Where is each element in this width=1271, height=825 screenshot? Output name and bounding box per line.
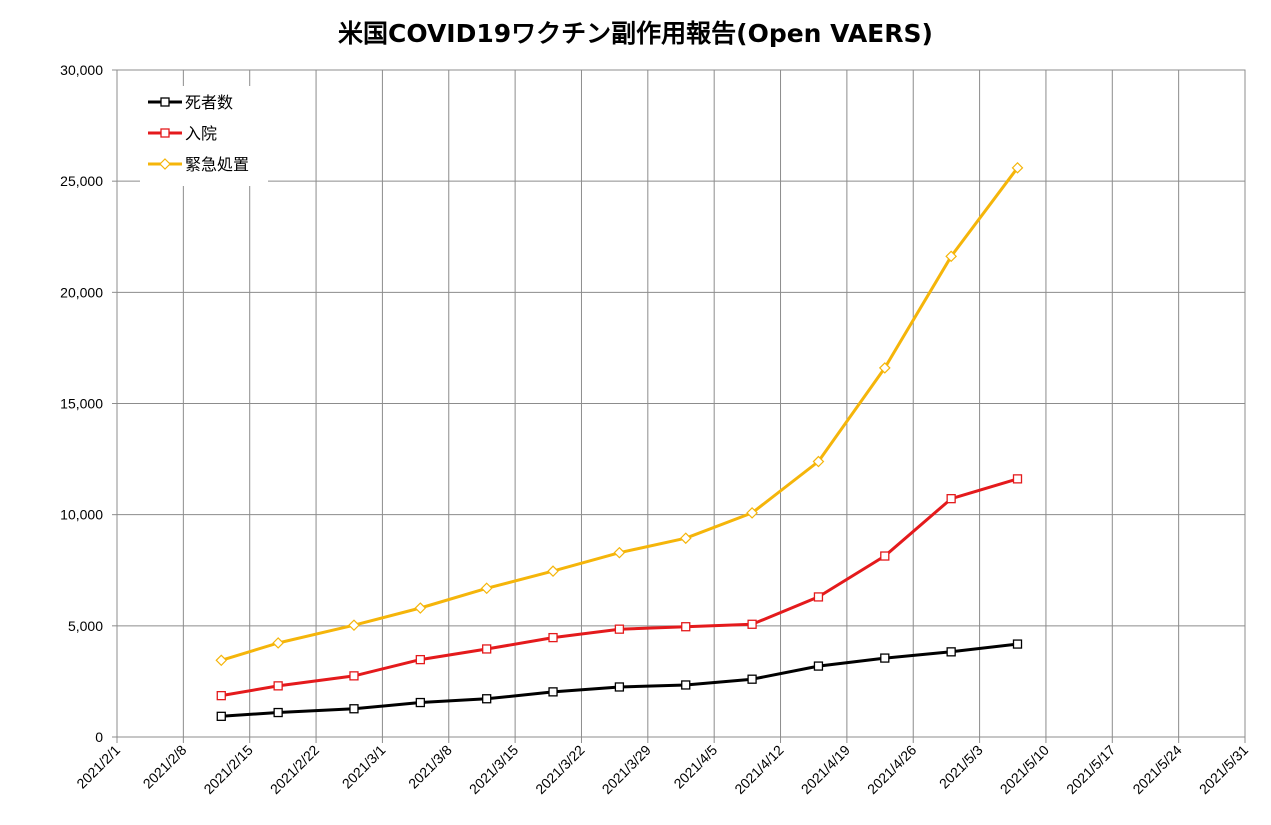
data-point: [1012, 639, 1023, 649]
y-tick-label: 0: [95, 729, 103, 745]
data-point: [679, 532, 692, 545]
data-point: [273, 707, 283, 718]
data-point: [548, 687, 558, 697]
series-line-1: [221, 642, 1018, 718]
data-point: [415, 654, 425, 665]
series-layer: [215, 161, 1024, 721]
data-point: [747, 674, 757, 684]
x-tick-label: 2021/4/5: [670, 742, 720, 792]
data-point: [548, 632, 558, 643]
y-tick-label: 15,000: [60, 396, 103, 412]
data-point: [813, 592, 824, 602]
x-tick-label: 2021/2/22: [267, 742, 323, 798]
data-point: [1012, 474, 1023, 484]
data-point: [614, 624, 625, 634]
data-point: [613, 546, 626, 559]
x-tick-label: 2021/3/1: [339, 742, 389, 792]
y-tick-label: 30,000: [60, 62, 103, 78]
data-point: [414, 602, 427, 614]
grid-layer: [116, 69, 1246, 738]
data-point: [349, 704, 359, 714]
data-point: [747, 619, 757, 629]
data-point: [880, 653, 890, 663]
x-tick-label: 2021/5/3: [936, 742, 986, 792]
x-tick-label: 2021/4/26: [864, 742, 920, 798]
legend-marker: [159, 158, 171, 170]
data-point: [272, 637, 284, 649]
x-tick-label: 2021/5/17: [1063, 742, 1119, 798]
x-tick-label: 2021/5/24: [1129, 742, 1185, 798]
data-point: [1011, 161, 1024, 174]
data-point: [348, 619, 360, 632]
data-point: [614, 682, 625, 692]
x-tick-label: 2021/2/1: [73, 742, 123, 792]
y-tick-label: 25,000: [60, 173, 103, 189]
legend-marker: [160, 128, 170, 138]
data-point: [216, 690, 226, 701]
data-point: [946, 647, 956, 657]
data-point: [880, 551, 890, 561]
x-tick-label: 2021/2/8: [140, 742, 190, 792]
x-tick-label: 2021/3/8: [405, 742, 455, 792]
data-point: [215, 654, 228, 667]
x-tick-label: 2021/5/10: [997, 742, 1053, 798]
data-point: [415, 697, 425, 708]
series-line-2: [221, 477, 1018, 698]
data-point: [746, 507, 758, 519]
data-point: [547, 565, 559, 577]
data-point: [945, 250, 957, 263]
data-point: [273, 681, 283, 691]
x-tick-label: 2021/3/15: [466, 742, 522, 798]
x-tick-label: 2021/4/19: [798, 742, 854, 798]
data-point: [681, 622, 691, 632]
y-tick-label: 5,000: [68, 618, 103, 634]
legend-marker: [160, 97, 170, 107]
legend-label: 緊急処置: [185, 155, 249, 174]
data-point: [878, 362, 891, 374]
data-point: [813, 661, 824, 671]
chart-title: 米国COVID19ワクチン副作用報告(Open VAERS): [338, 19, 933, 48]
data-point: [480, 582, 493, 595]
data-point: [482, 644, 492, 654]
legend-label: 入院: [185, 124, 217, 143]
data-point: [812, 455, 825, 468]
data-point: [681, 680, 691, 690]
data-point: [482, 694, 492, 704]
x-tick-label: 2021/3/29: [599, 742, 655, 798]
legend-label: 死者数: [185, 93, 233, 112]
data-point: [349, 671, 359, 681]
y-tick-label: 10,000: [60, 507, 103, 523]
x-tick-label: 2021/4/12: [731, 742, 787, 798]
data-point: [216, 711, 226, 721]
x-tick-label: 2021/3/22: [532, 742, 588, 798]
y-tick-label: 20,000: [60, 284, 103, 300]
data-point: [946, 494, 956, 504]
x-tick-label: 2021/2/15: [200, 742, 256, 798]
series-line-3: [220, 166, 1019, 662]
x-tick-label: 2021/5/31: [1196, 742, 1252, 798]
